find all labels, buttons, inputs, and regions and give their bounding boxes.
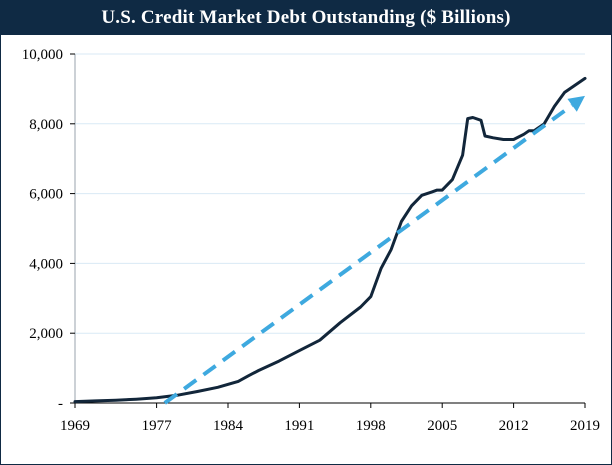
x-tick-label: 1991 — [284, 418, 314, 434]
axes — [70, 53, 586, 408]
trend-arrow-head — [567, 95, 585, 112]
x-tick-label: 2005 — [427, 418, 457, 434]
series-lines — [73, 76, 587, 405]
y-tick-label: 8,000 — [29, 117, 63, 133]
y-tick-label: 2,000 — [29, 326, 63, 342]
x-tick-label: 1969 — [60, 418, 90, 434]
y-tick-label: 10,000 — [22, 47, 63, 63]
chart-title: U.S. Credit Market Debt Outstanding ($ B… — [1, 1, 611, 35]
trend-arrow-line — [163, 103, 574, 405]
tick-labels: - 2,000 4,000 6,000 8,000 10,000 1969 1977 1984 1… — [22, 47, 600, 434]
debt-series-line — [73, 76, 587, 404]
x-tick-label: 1977 — [142, 418, 173, 434]
y-tick-label: - — [58, 396, 63, 412]
gridlines — [75, 53, 585, 334]
x-tick-label: 2012 — [499, 418, 529, 434]
x-tick-label: 1984 — [213, 418, 244, 434]
y-tick-label: 6,000 — [29, 187, 63, 203]
y-tick-label: 4,000 — [29, 256, 63, 272]
x-tick-label: 1998 — [356, 418, 386, 434]
x-tick-label: 2019 — [570, 418, 600, 434]
